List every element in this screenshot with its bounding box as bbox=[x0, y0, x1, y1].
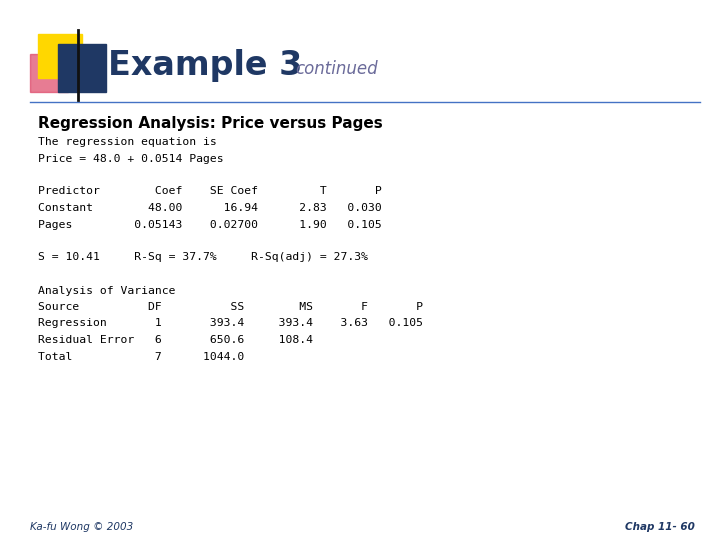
Text: The regression equation is: The regression equation is bbox=[38, 137, 217, 147]
Bar bbox=[30, 54, 68, 92]
Text: Residual Error   6       650.6     108.4: Residual Error 6 650.6 108.4 bbox=[38, 335, 313, 345]
Bar bbox=[38, 34, 82, 78]
Bar bbox=[58, 44, 106, 92]
Text: Constant        48.00      16.94      2.83   0.030: Constant 48.00 16.94 2.83 0.030 bbox=[38, 203, 382, 213]
Text: Predictor        Coef    SE Coef         T       P: Predictor Coef SE Coef T P bbox=[38, 186, 382, 197]
Text: Analysis of Variance: Analysis of Variance bbox=[38, 286, 176, 295]
Text: Regression Analysis: Price versus Pages: Regression Analysis: Price versus Pages bbox=[38, 116, 383, 131]
Text: Ka-fu Wong © 2003: Ka-fu Wong © 2003 bbox=[30, 522, 133, 532]
Text: Chap 11- 60: Chap 11- 60 bbox=[625, 522, 695, 532]
Text: Regression       1       393.4     393.4    3.63   0.105: Regression 1 393.4 393.4 3.63 0.105 bbox=[38, 319, 423, 328]
Text: S = 10.41     R-Sq = 37.7%     R-Sq(adj) = 27.3%: S = 10.41 R-Sq = 37.7% R-Sq(adj) = 27.3% bbox=[38, 253, 368, 262]
Text: Source          DF          SS        MS       F       P: Source DF SS MS F P bbox=[38, 302, 423, 312]
Text: Price = 48.0 + 0.0514 Pages: Price = 48.0 + 0.0514 Pages bbox=[38, 153, 224, 164]
Text: Total            7      1044.0: Total 7 1044.0 bbox=[38, 352, 244, 361]
Text: continued: continued bbox=[295, 60, 377, 78]
Text: Example 3: Example 3 bbox=[108, 50, 302, 83]
Text: Pages         0.05143    0.02700      1.90   0.105: Pages 0.05143 0.02700 1.90 0.105 bbox=[38, 219, 382, 230]
